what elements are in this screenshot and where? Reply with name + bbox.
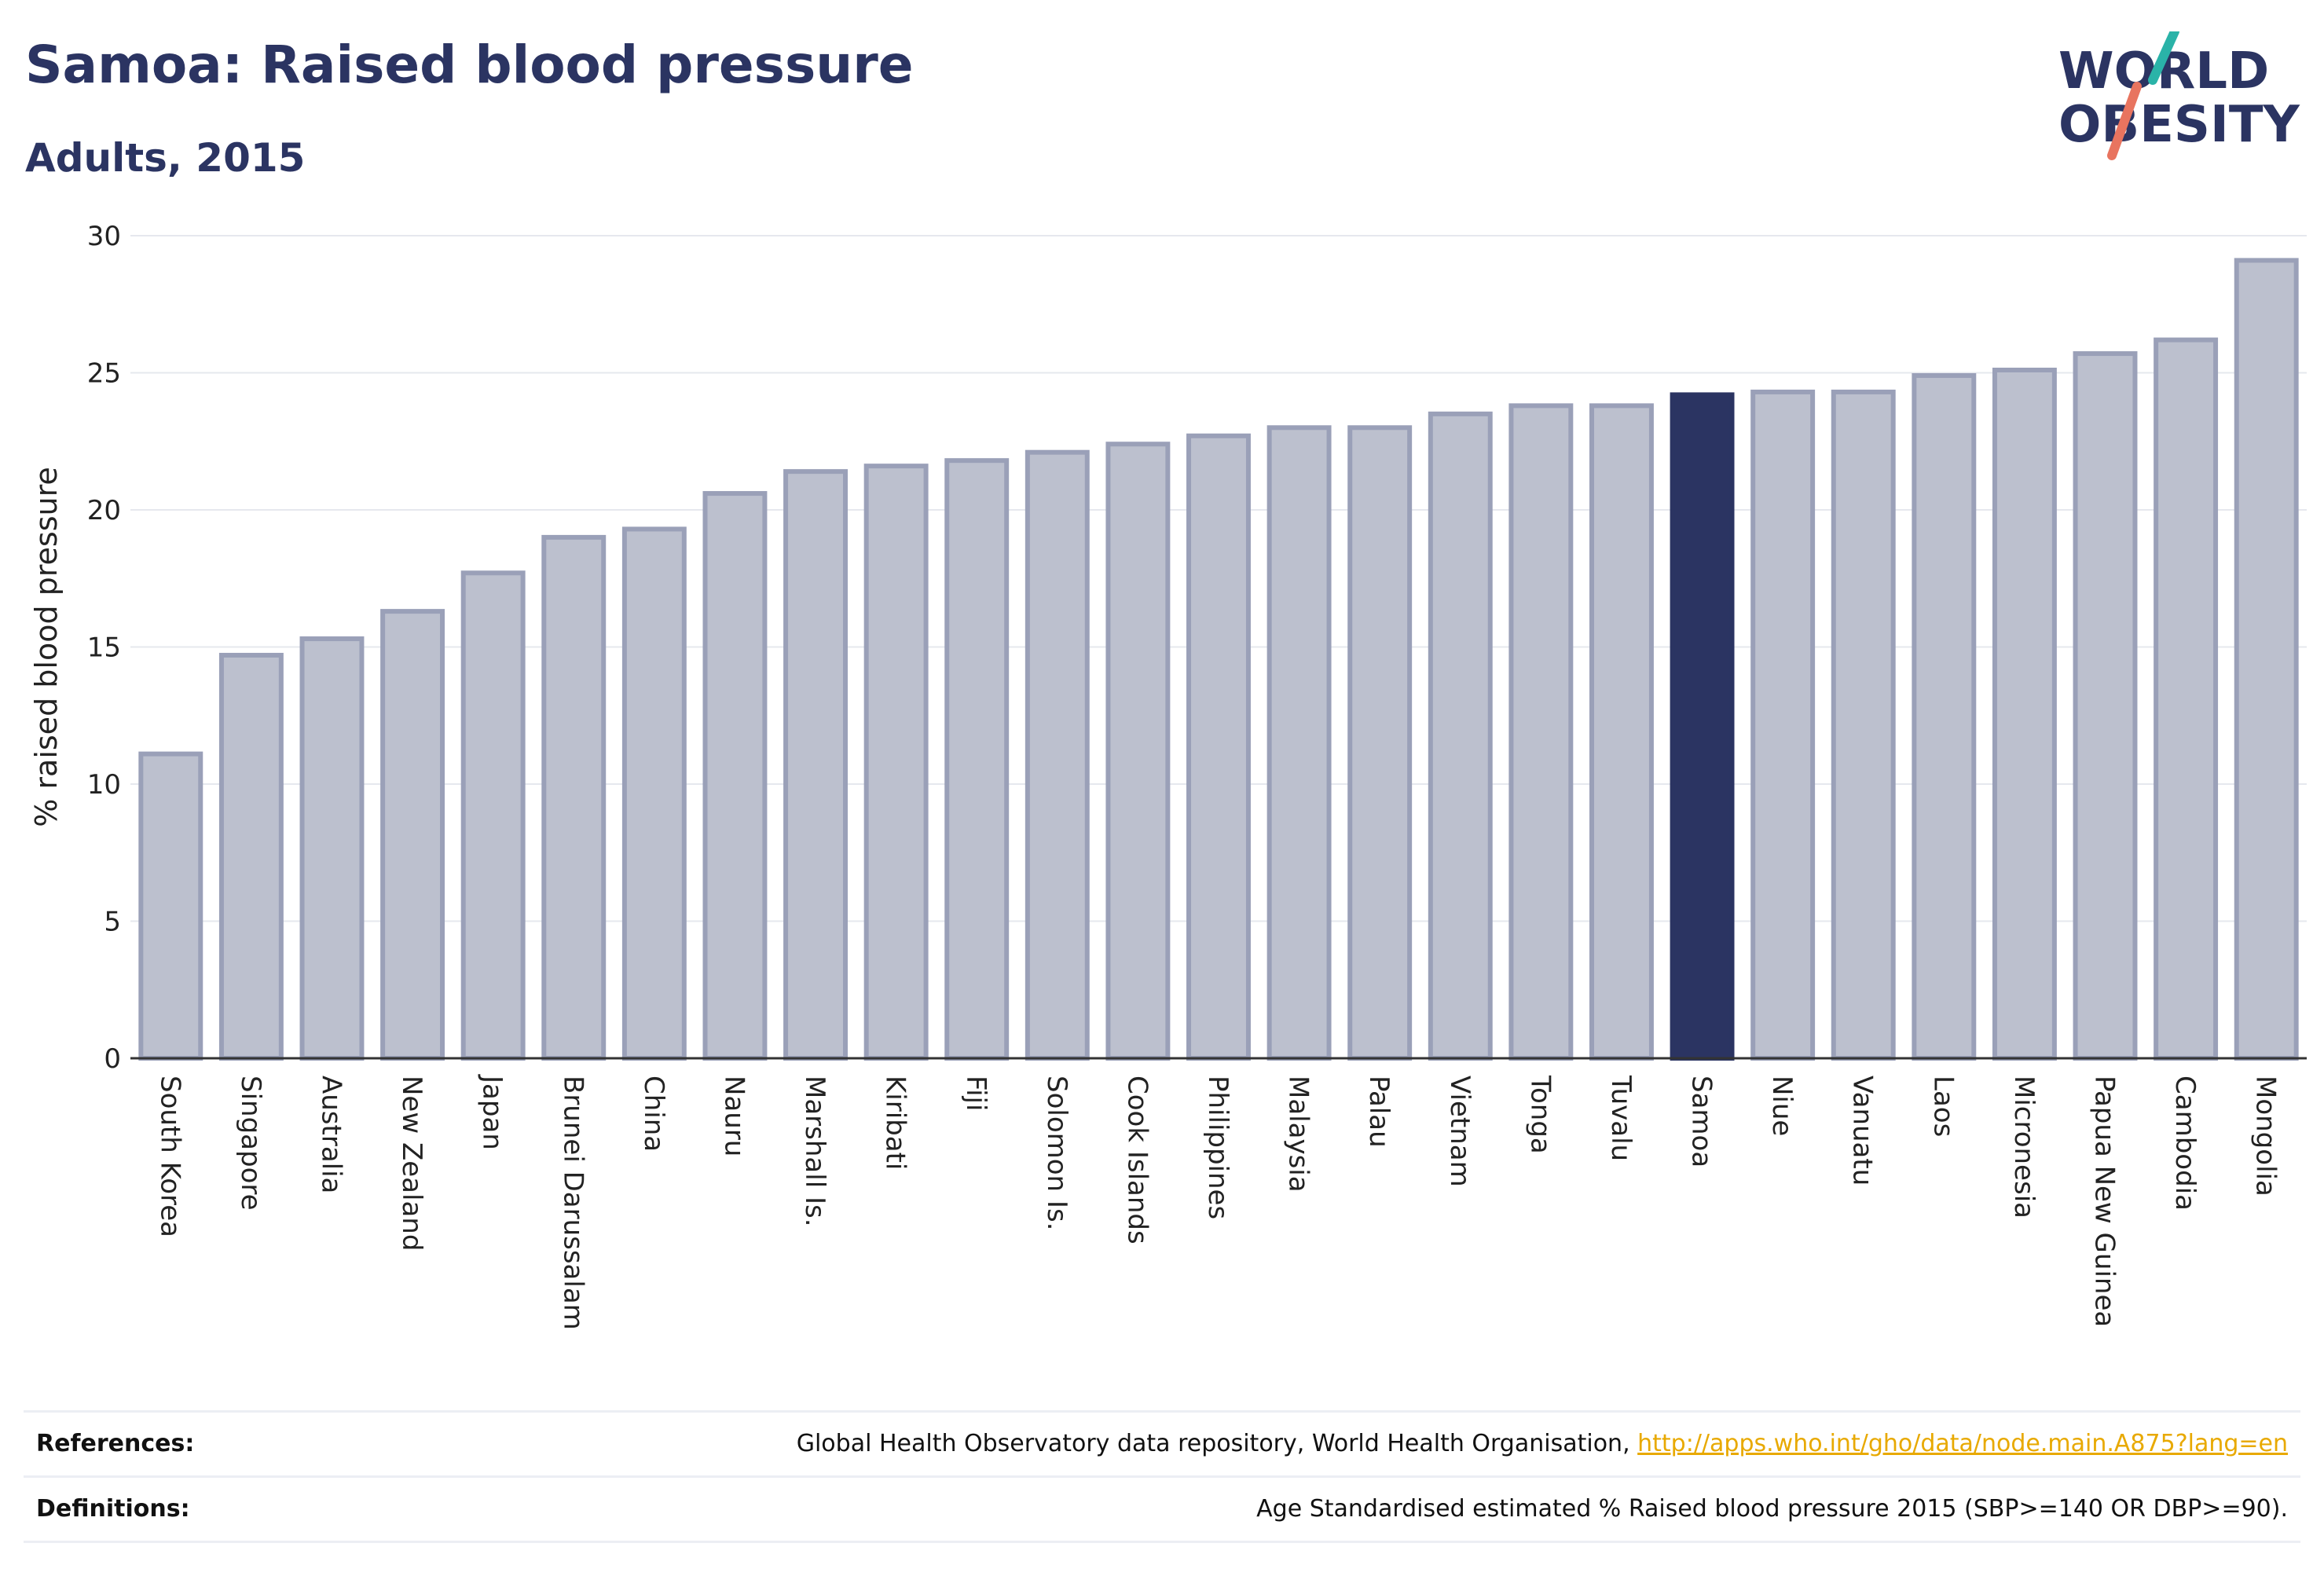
bar-australia[interactable] [299,636,365,1061]
logo-slash-teal [2148,31,2179,85]
bar-fiji[interactable] [944,458,1010,1061]
references-text: Global Health Observatory data repositor… [796,1430,1638,1457]
x-tick-label: South Korea [154,1076,185,1237]
x-tick-label: Malaysia [1283,1076,1314,1193]
y-tick-label: 20 [87,495,121,526]
x-tick-label: Vanuatu [1847,1076,1879,1186]
bar-chart: 0 5 10 15 20 25 30 South Korea Singapore Australi… [29,221,2307,1330]
chart-title: Samoa: Raised blood pressure [25,35,914,95]
x-tick-label: Cambodia [2169,1076,2201,1211]
x-tick-label: Philippines [1202,1076,1233,1219]
bar-cambodia[interactable] [2154,337,2219,1061]
bar-new-zealand[interactable] [380,609,445,1061]
bar-samoa[interactable] [1670,392,1735,1061]
x-tick-label: Mongolia [2250,1076,2282,1197]
x-tick-label: Kiribati [880,1076,911,1170]
bar-laos[interactable] [1912,372,1977,1061]
references-value: Global Health Observatory data repositor… [797,1430,2288,1457]
chart-subtitle: Adults, 2015 [25,135,306,181]
x-tick-label: Tuvalu [1605,1075,1637,1161]
y-tick-label: 0 [104,1043,121,1075]
x-tick-label: Micronesia [2008,1076,2040,1219]
y-tick-label: 25 [87,358,121,390]
x-tick-label: Singapore [235,1076,266,1211]
bar-cook-islands[interactable] [1105,442,1171,1061]
bar-papua-new-guinea[interactable] [2073,351,2138,1061]
x-tick-label: China [638,1076,669,1152]
logo-text-line2: OBESITY [2058,96,2300,154]
x-tick-label: Australia [315,1076,346,1193]
bar-tuvalu[interactable] [1589,403,1654,1061]
bar-vanuatu[interactable] [1831,389,1896,1061]
x-tick-label: Niue [1766,1076,1798,1136]
x-tick-label: Tonga [1524,1075,1556,1154]
references-label: References: [36,1430,195,1457]
x-tick-label: Samoa [1686,1076,1717,1167]
x-tick-label: Laos [1927,1076,1959,1137]
x-tick-label: Cook Islands [1121,1076,1153,1244]
bar-china[interactable] [621,526,687,1061]
y-tick-label: 15 [87,632,121,664]
bar-micronesia[interactable] [1992,368,2057,1061]
bars [138,258,2299,1061]
bar-vietnam[interactable] [1428,411,1493,1061]
bar-tonga[interactable] [1508,403,1574,1061]
y-tick-label: 30 [87,221,121,252]
bar-palau[interactable] [1347,425,1413,1061]
bar-singapore[interactable] [218,652,284,1061]
x-tick-label: Fiji [960,1076,992,1111]
y-tick-label: 10 [87,769,121,801]
bar-south-korea[interactable] [138,751,203,1061]
bar-mongolia[interactable] [2234,258,2299,1061]
footer-definitions: Definitions: Age Standardised estimated … [24,1475,2300,1543]
logo-slash-coral [2107,82,2142,160]
bar-solomon-is[interactable] [1025,449,1090,1061]
x-tick-label: Brunei Darussalam [557,1076,588,1330]
definitions-text: Age Standardised estimated % Raised bloo… [1256,1495,2288,1523]
x-tick-label: Japan [477,1074,508,1150]
footer-references: References: Global Health Observatory da… [24,1410,2300,1475]
bar-brunei-darussalam[interactable] [541,534,607,1061]
bar-malaysia[interactable] [1266,425,1332,1061]
bar-philippines[interactable] [1186,433,1251,1061]
y-tick-label: 5 [104,907,121,938]
x-tick-label: Marshall Is. [799,1076,830,1227]
world-obesity-logo: WORLD OBESITY [2058,31,2300,160]
definitions-label: Definitions: [36,1495,190,1523]
x-tick-label: Solomon Is. [1041,1076,1072,1230]
references-link[interactable]: http://apps.who.int/gho/data/node.main.A… [1637,1430,2288,1457]
bar-japan[interactable] [460,570,526,1061]
y-axis-label: % raised blood pressure [29,467,64,827]
bar-kiribati[interactable] [863,464,929,1061]
x-tick-label: New Zealand [396,1076,427,1251]
x-tick-label: Nauru [718,1076,750,1156]
bar-marshall-is[interactable] [783,469,848,1061]
axes: 0 5 10 15 20 25 30 South Korea Singapore Australi… [29,221,2307,1330]
x-tick-label: Palau [1363,1076,1395,1148]
bar-niue[interactable] [1750,389,1816,1061]
x-tick-label: Papua New Guinea [2089,1076,2121,1327]
bar-nauru[interactable] [702,491,768,1061]
x-tick-label: Vietnam [1444,1076,1475,1187]
